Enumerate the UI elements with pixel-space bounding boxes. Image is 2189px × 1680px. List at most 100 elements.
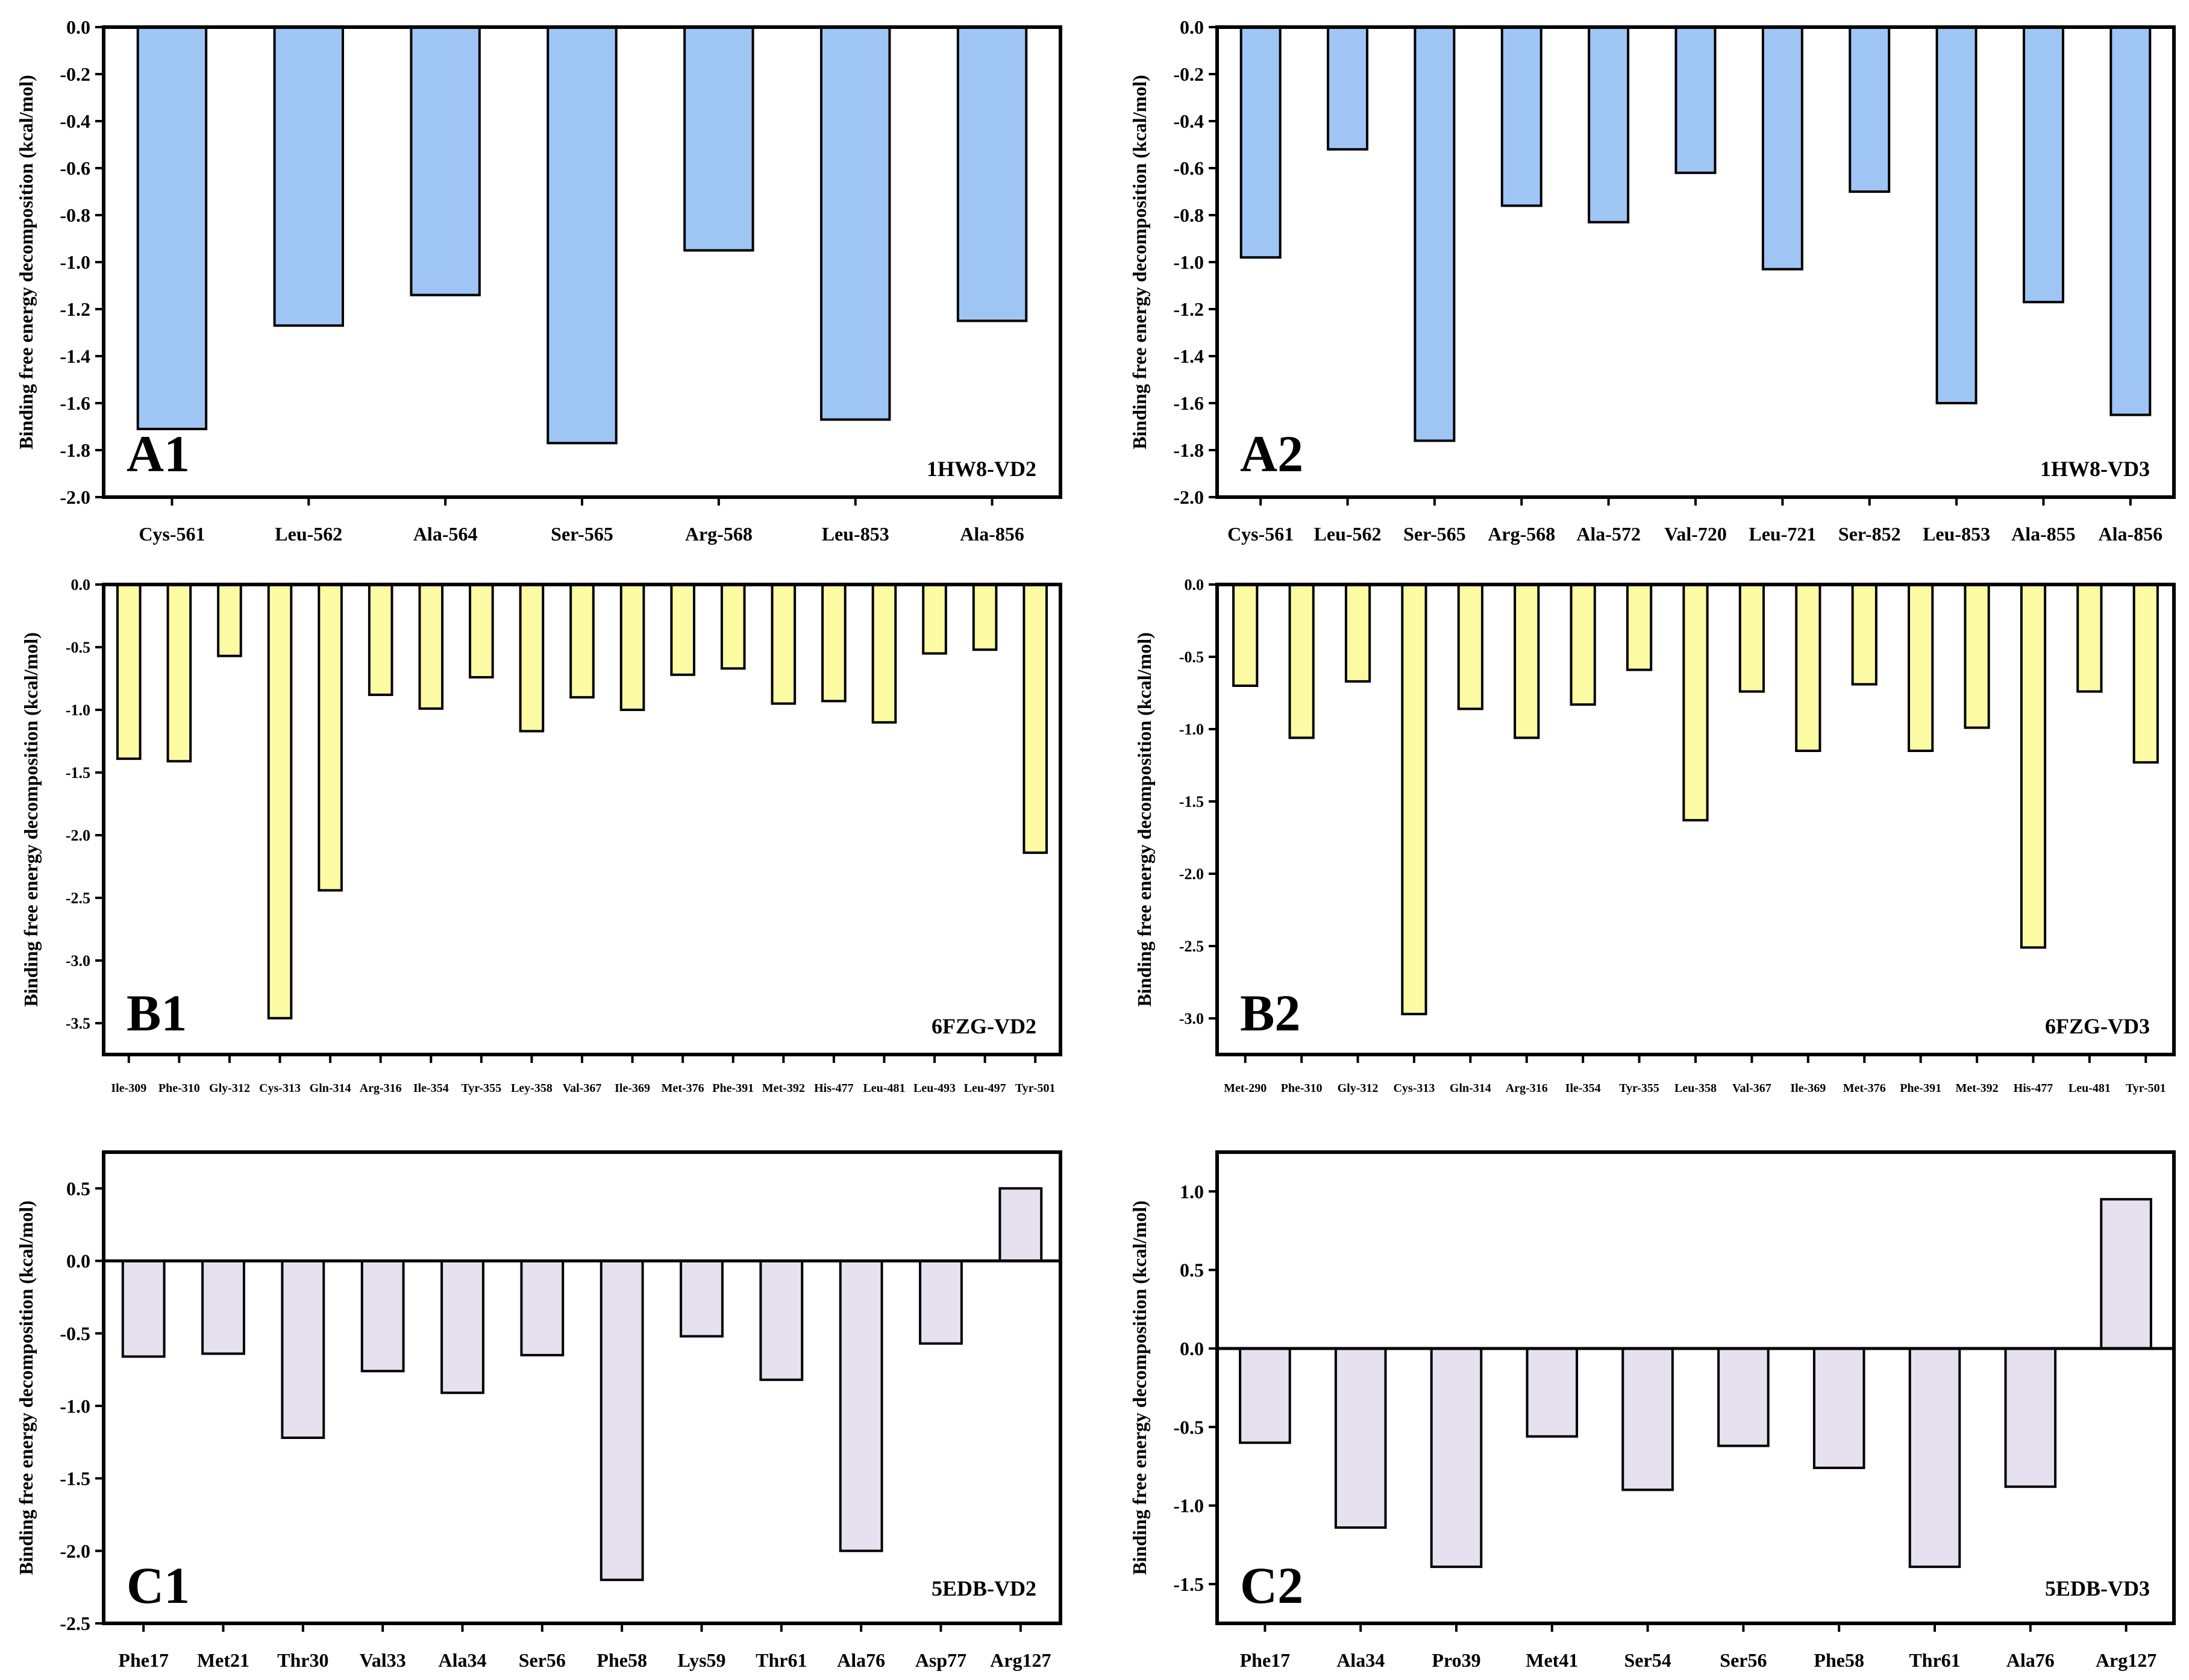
a2-bar bbox=[1849, 26, 1891, 193]
c2-bar bbox=[1717, 1347, 1770, 1447]
b1-bar bbox=[318, 583, 343, 892]
b1-bar bbox=[368, 583, 393, 697]
c2-ytick-label: 1.0 bbox=[1180, 1180, 1204, 1202]
a2-ytick-label: 0.0 bbox=[1180, 16, 1204, 38]
b2-xtick-label: Met-376 bbox=[1843, 1082, 1886, 1095]
b1-bar bbox=[469, 583, 494, 679]
b1-bar bbox=[821, 583, 847, 703]
c1-bar bbox=[998, 1187, 1043, 1262]
b2-xtick-label: Ile-354 bbox=[1565, 1082, 1601, 1095]
c2-xtick-label: Ser56 bbox=[1720, 1649, 1767, 1671]
a2-bar bbox=[2109, 26, 2152, 416]
a2-bar bbox=[1588, 26, 1630, 224]
a2-ytick-label: -0.2 bbox=[1173, 63, 1204, 85]
a1-bar bbox=[546, 26, 618, 445]
c1-ytick-label: -1.5 bbox=[60, 1468, 90, 1490]
c2-xtick-label: Phe58 bbox=[1814, 1649, 1864, 1671]
b2-ytick-label: -3.0 bbox=[1179, 1010, 1204, 1027]
b1-bar bbox=[267, 583, 293, 1020]
c2-bar bbox=[1430, 1347, 1483, 1569]
b2-ytick-label: -0.5 bbox=[1179, 648, 1204, 666]
b2-bar bbox=[1795, 583, 1821, 752]
c1-bar bbox=[360, 1259, 405, 1373]
a1-panel-label: A1 bbox=[127, 425, 190, 483]
b2-bar bbox=[1738, 583, 1765, 693]
b1-bar bbox=[1022, 583, 1048, 854]
b1-xtick-label: Ile-309 bbox=[111, 1082, 146, 1095]
b1-xtick-label: Gln-314 bbox=[310, 1082, 351, 1095]
c1-chart-title: 5EDB-VD2 bbox=[932, 1576, 1036, 1600]
b1-xtick-label: Ile-369 bbox=[615, 1082, 650, 1095]
b1-xtick-label: His-477 bbox=[814, 1082, 854, 1095]
b2-bar bbox=[1964, 583, 1990, 729]
c1-bar bbox=[680, 1259, 724, 1338]
a1-xtick-label: Ala-856 bbox=[960, 523, 1024, 545]
c2-bar bbox=[1239, 1347, 1291, 1444]
c1-xtick-label: Phe58 bbox=[597, 1649, 647, 1671]
b2-xtick-label: Phe-391 bbox=[1900, 1082, 1941, 1095]
b2-bar bbox=[1570, 583, 1596, 706]
b2-xtick-label: Leu-481 bbox=[2068, 1082, 2111, 1095]
a1-bar bbox=[956, 26, 1028, 322]
a1-ytick-label: -0.6 bbox=[60, 157, 90, 179]
b2-xtick-label: Met-392 bbox=[1956, 1082, 1999, 1095]
b2-xtick-label: Tyr-355 bbox=[1619, 1082, 1659, 1095]
b2-ytick-label: 0.0 bbox=[1185, 576, 1204, 594]
b2-xtick-label: Leu-358 bbox=[1674, 1082, 1717, 1095]
a2-xtick-label: Leu-562 bbox=[1314, 523, 1382, 545]
a2-bar bbox=[1327, 26, 1369, 151]
a2-bar bbox=[1239, 26, 1282, 259]
a1-chart-title: 1HW8-VD2 bbox=[927, 457, 1036, 481]
a2-xtick-label: Val-720 bbox=[1664, 523, 1727, 545]
b2-bar bbox=[1344, 583, 1371, 683]
a1-ytick-label: -0.2 bbox=[60, 63, 90, 85]
a1-bar bbox=[683, 26, 754, 252]
a1-plot-frame bbox=[102, 25, 1062, 499]
b2-xtick-label: Cys-313 bbox=[1393, 1082, 1435, 1095]
a1-xtick-label: Cys-561 bbox=[139, 523, 205, 545]
b2-xtick-label: Tyr-501 bbox=[2126, 1082, 2166, 1095]
c1-ytick-label: 0.0 bbox=[66, 1250, 90, 1272]
a2-bar bbox=[1500, 26, 1542, 207]
a1-xtick-label: Ala-564 bbox=[413, 523, 478, 545]
b1-bar bbox=[217, 583, 242, 657]
b1-ytick-label: 0.0 bbox=[71, 576, 91, 594]
a1-ytick-label: -0.8 bbox=[60, 204, 90, 226]
c1-xtick-label: Ala76 bbox=[837, 1649, 885, 1671]
b2-bar bbox=[1288, 583, 1315, 739]
c2-xtick-label: Thr61 bbox=[1909, 1649, 1960, 1671]
c1-xtick-label: Ala34 bbox=[439, 1649, 487, 1671]
c1-xtick-label: Asp77 bbox=[915, 1649, 966, 1671]
a2-xtick-label: Ala-855 bbox=[2011, 523, 2076, 545]
a1-ytick-label: -1.6 bbox=[60, 392, 90, 414]
a2-bar bbox=[1935, 26, 1978, 404]
b1-xtick-label: Tyr-501 bbox=[1015, 1082, 1056, 1095]
a2-ytick-label: -0.8 bbox=[1173, 204, 1204, 226]
a2-ytick-label: -1.0 bbox=[1173, 251, 1204, 273]
a2-ytick-label: -1.8 bbox=[1173, 439, 1204, 461]
b1-xtick-label: Leu-493 bbox=[913, 1082, 956, 1095]
c2-xtick-label: Ser54 bbox=[1624, 1649, 1671, 1671]
c2-chart-title: 5EDB-VD3 bbox=[2045, 1576, 2150, 1600]
b2-xtick-label: Phe-310 bbox=[1281, 1082, 1323, 1095]
c1-ytick-label: 0.5 bbox=[66, 1177, 90, 1199]
b1-plot-frame bbox=[102, 583, 1062, 1056]
b1-bar bbox=[771, 583, 797, 705]
c2-ytick-label: -0.5 bbox=[1173, 1416, 1204, 1438]
a2-ytick-label: -0.4 bbox=[1173, 110, 1204, 132]
c1-bar bbox=[281, 1259, 325, 1440]
c1-bar bbox=[121, 1259, 166, 1358]
c1-bar bbox=[600, 1259, 644, 1581]
b1-xtick-label: Ley-358 bbox=[511, 1082, 553, 1095]
b2-y-axis-title: Binding free energy decomposition (kcal/… bbox=[1133, 632, 1155, 1007]
a1-ytick-label: -0.4 bbox=[60, 110, 90, 132]
b2-plot-frame bbox=[1215, 583, 2176, 1056]
a1-ytick-label: -1.2 bbox=[60, 298, 90, 320]
b1-y-axis-title: Binding free energy decomposition (kcal/… bbox=[20, 632, 42, 1007]
b1-ytick-label: -2.5 bbox=[66, 889, 90, 907]
c2-xtick-label: Ala34 bbox=[1336, 1649, 1385, 1671]
b1-xtick-label: Val-367 bbox=[563, 1082, 602, 1095]
c1-ytick-label: -2.0 bbox=[60, 1540, 90, 1562]
b2-ytick-label: -2.0 bbox=[1179, 865, 1204, 883]
c1-bar bbox=[201, 1259, 245, 1355]
